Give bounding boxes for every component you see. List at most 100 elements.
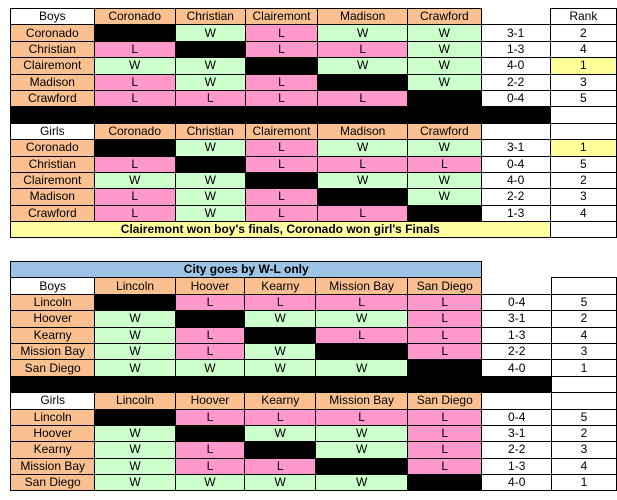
rank-cell: 5 <box>549 89 617 108</box>
result-cell: L <box>174 441 246 459</box>
self-match-cell <box>315 342 408 361</box>
result-cell: L <box>406 310 483 328</box>
result-cell: L <box>93 155 176 173</box>
result-cell: L <box>406 293 483 312</box>
self-match-cell <box>94 408 176 426</box>
team-name: San Diego <box>9 474 96 492</box>
result-cell: L <box>244 204 319 223</box>
self-match-cell <box>315 457 408 476</box>
result-cell: W <box>407 139 482 157</box>
result-cell: W <box>174 188 246 206</box>
result-cell: L <box>317 89 409 108</box>
column-header: Lincoln <box>94 392 176 410</box>
finals-banner: Clairemont won boy's finals, Coronado wo… <box>10 221 551 239</box>
rank-cell: 3 <box>549 188 617 206</box>
record-cell: 3-1 <box>480 139 551 157</box>
result-cell: W <box>244 310 317 328</box>
self-match-cell <box>317 188 409 206</box>
result-cell: L <box>244 89 319 108</box>
boys-group-label: Boys <box>9 277 96 295</box>
team-name: San Diego <box>9 359 96 377</box>
column-header: Clairemont <box>244 7 319 26</box>
result-cell: W <box>174 139 246 157</box>
result-cell: W <box>94 441 176 459</box>
standings-table-city: City goes by W-L only Boys Lincoln Hoover Ke… <box>9 260 617 492</box>
column-header: Madison <box>317 7 409 26</box>
self-match-cell <box>244 171 319 190</box>
record-cell: 4-0 <box>480 171 551 190</box>
result-cell: W <box>317 57 409 75</box>
record-cell: 2-2 <box>481 342 552 361</box>
record-cell: 4-0 <box>481 474 552 492</box>
result-cell: W <box>315 424 408 443</box>
column-header: Lincoln <box>94 277 176 295</box>
result-cell: W <box>94 424 176 443</box>
result-cell: L <box>315 408 408 426</box>
result-cell: L <box>406 424 483 443</box>
team-name: Coronado <box>10 24 95 42</box>
team-name: Kearny <box>9 326 96 344</box>
rank-blank <box>549 221 617 239</box>
result-cell: W <box>174 24 246 42</box>
result-cell: L <box>406 408 483 426</box>
record-cell: 0-4 <box>481 408 552 426</box>
result-cell: W <box>94 457 176 476</box>
column-header: Christian <box>174 7 246 26</box>
rank-cell: 4 <box>549 40 617 59</box>
result-cell: L <box>317 40 409 59</box>
column-header: Clairemont <box>244 122 319 141</box>
record-cell: 3-1 <box>481 310 552 328</box>
result-cell: L <box>406 326 483 344</box>
record-cell: 2-2 <box>481 441 552 459</box>
team-name: Kearny <box>9 441 96 459</box>
result-cell: W <box>174 474 246 492</box>
girls-group-label: Girls <box>9 392 96 410</box>
column-header: Kearny <box>244 277 317 295</box>
rank-header-blank <box>550 277 617 295</box>
result-cell: W <box>174 171 246 190</box>
column-header: Coronado <box>93 122 176 141</box>
result-cell: W <box>407 57 482 75</box>
result-cell: L <box>407 155 482 173</box>
rank-cell: 4 <box>549 204 617 223</box>
result-cell: W <box>174 73 246 91</box>
self-match-cell <box>406 474 483 492</box>
result-cell: W <box>244 474 317 492</box>
rank-cell: 1 <box>549 57 617 75</box>
girls-group-label: Girls <box>10 122 95 141</box>
result-cell: W <box>315 359 408 377</box>
result-cell: L <box>93 40 176 59</box>
team-name: Mission Bay <box>9 457 96 476</box>
team-name: Lincoln <box>9 293 96 312</box>
result-cell: L <box>93 204 176 223</box>
column-header: San Diego <box>406 392 483 410</box>
rank-cell: 2 <box>549 24 617 42</box>
result-cell: L <box>244 24 319 42</box>
team-name: Coronado <box>10 139 95 157</box>
record-header-blank <box>481 8 551 25</box>
result-cell: L <box>174 293 246 312</box>
column-header: Mission Bay <box>315 392 408 410</box>
rank-cell: 1 <box>549 139 617 157</box>
team-name: Clairemont <box>10 171 95 190</box>
column-header: Hoover <box>174 277 246 295</box>
team-name: Madison <box>10 73 95 91</box>
record-cell: 1-3 <box>480 204 551 223</box>
column-header: Madison <box>317 122 409 141</box>
result-cell: L <box>93 188 176 206</box>
team-name: Hoover <box>9 424 96 443</box>
record-cell: 0-4 <box>481 293 552 312</box>
result-cell: W <box>244 342 317 361</box>
record-header-blank <box>481 123 551 140</box>
rank-blank <box>550 375 617 394</box>
record-cell: 4-0 <box>481 359 552 377</box>
team-name: Mission Bay <box>9 342 96 361</box>
team-name: Lincoln <box>9 408 96 426</box>
standings-table-north: Boys Coronado Christian Clairemont Madison Cr… <box>10 7 617 239</box>
team-name: Madison <box>10 188 95 206</box>
rank-header-blank <box>549 122 617 141</box>
result-cell: L <box>244 73 319 91</box>
column-header: Crawford <box>407 7 482 26</box>
result-cell: W <box>94 342 176 361</box>
result-cell: W <box>93 171 176 190</box>
